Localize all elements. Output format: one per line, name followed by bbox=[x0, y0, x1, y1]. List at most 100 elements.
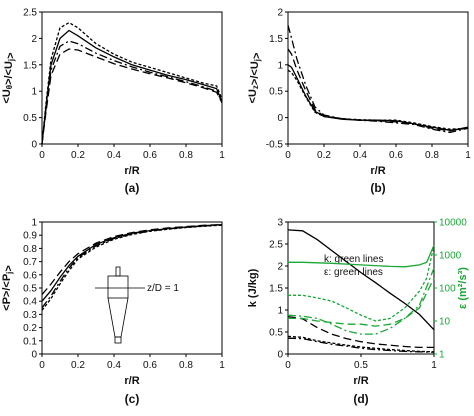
y-tick-label: 0.5 bbox=[23, 113, 37, 124]
series-line-long-dash bbox=[287, 48, 469, 132]
x-tick-label: 0.8 bbox=[425, 150, 439, 161]
y-tick-label: 0.3 bbox=[23, 310, 37, 321]
y-tick-label: 0.1 bbox=[23, 336, 37, 347]
series-line-long-dash-green bbox=[288, 277, 435, 327]
y-axis-label: <Uz>/<Uj> bbox=[247, 53, 263, 104]
series-line-short-dash bbox=[287, 335, 435, 353]
y-tick-label: 1 bbox=[277, 60, 283, 71]
x-tick-label: 0.2 bbox=[71, 360, 85, 371]
y-tick-label: 2 bbox=[277, 262, 283, 273]
x-tick-label: 1 bbox=[431, 360, 437, 371]
y-tick-label: 0.4 bbox=[23, 297, 37, 308]
series-line-long-dash bbox=[287, 315, 434, 349]
y2-tick-label: 1000 bbox=[439, 251, 462, 262]
y-tick-label: 0.6 bbox=[23, 270, 37, 281]
y-tick-label: 1.5 bbox=[23, 60, 37, 71]
y-tick-label: 0 bbox=[31, 350, 37, 361]
series-line-dash-dot bbox=[41, 224, 223, 309]
series-line-solid bbox=[287, 64, 469, 131]
y-tick-label: 2 bbox=[277, 8, 283, 19]
y2-tick-label: 100 bbox=[439, 284, 456, 295]
y-tick-label: -0.5 bbox=[266, 140, 284, 151]
x-axis-label: r/R bbox=[124, 375, 139, 387]
y-tick-label: 1.5 bbox=[269, 34, 283, 45]
x-tick-label: 0.5 bbox=[354, 360, 368, 371]
y-tick-label: 3 bbox=[277, 218, 283, 229]
chart-panel-a: 0 0.2 0.4 0.6 0.8 1 0 0.5 1 1.5 2 2.5 r/R <Uθ>/<Uj> (a… bbox=[1, 8, 225, 196]
x-tick-label: 0.2 bbox=[71, 150, 85, 161]
y-axis-label: <Uθ>/<Uj> bbox=[1, 52, 17, 103]
plot-frame bbox=[41, 11, 223, 145]
series-line-solid-green bbox=[288, 244, 435, 268]
x-tick-label: 1 bbox=[219, 360, 225, 371]
chart-panel-c: z/D = 1 0 0.2 0.4 0.6 0.8 1 0 0.1 0.2 0.3 0.4 0.5 0.… bbox=[1, 218, 225, 407]
x-tick-label: 0.4 bbox=[107, 360, 121, 371]
x-tick-label: 0.8 bbox=[179, 150, 193, 161]
x-tick-label: 0 bbox=[39, 360, 45, 371]
y-tick-label: 2 bbox=[31, 34, 37, 45]
plot-frame bbox=[287, 11, 469, 145]
series-line-dash-dot-green bbox=[287, 267, 435, 335]
x-tick-label: 0 bbox=[285, 360, 291, 371]
series-line-dash-dot bbox=[41, 40, 223, 145]
y2-tick-label: 1 bbox=[439, 350, 445, 361]
y-axis-label: <P>/<Pj> bbox=[1, 265, 15, 311]
y-tick-label: 2.5 bbox=[23, 8, 37, 19]
legend-text: ε: green lines bbox=[324, 267, 383, 278]
y-axis-label: k (J/kg) bbox=[247, 268, 259, 307]
x-tick-label: 0.2 bbox=[317, 150, 331, 161]
x-tick-label: 1 bbox=[219, 150, 225, 161]
y2-tick-label: 10000 bbox=[439, 218, 467, 229]
y-tick-label: 2.5 bbox=[269, 240, 283, 251]
y-tick-label: 0.5 bbox=[269, 87, 283, 98]
y-tick-label: 0.8 bbox=[23, 244, 37, 255]
chart-panel-b: 0 0.2 0.4 0.6 0.8 1-0.500.511.52r/R<Uz>/<Uj>(… bbox=[247, 8, 471, 196]
x-tick-label: 0.4 bbox=[107, 150, 121, 161]
series-line-solid bbox=[287, 229, 435, 331]
x-tick-label: 0 bbox=[39, 150, 45, 161]
y-tick-label: 0.5 bbox=[269, 328, 283, 339]
x-axis-label: r/R bbox=[370, 165, 385, 177]
series-line-long-dash bbox=[41, 223, 223, 296]
series-line-solid bbox=[41, 29, 223, 145]
x-tick-label: 0 bbox=[285, 150, 291, 161]
y-tick-label: 0.5 bbox=[23, 284, 37, 295]
series-line-short-dash bbox=[41, 21, 223, 145]
y-tick-label: 0 bbox=[31, 140, 37, 151]
panel-label: (b) bbox=[370, 181, 385, 195]
y-tick-label: 0 bbox=[277, 350, 283, 361]
chart-annotation: z/D = 1 bbox=[147, 283, 179, 294]
series-line-short-dash bbox=[287, 69, 469, 130]
x-tick-label: 0.8 bbox=[179, 360, 193, 371]
y2-axis-label: ε (m²/s³) bbox=[457, 267, 469, 309]
y-tick-label: 0 bbox=[277, 113, 283, 124]
x-tick-label: 0.6 bbox=[389, 150, 403, 161]
y-tick-label: 0.2 bbox=[23, 323, 37, 334]
x-tick-label: 1 bbox=[465, 150, 471, 161]
chart-panel-d: k: green lines ε: green lines 0 0.5 100.51… bbox=[247, 218, 469, 407]
legend-text: k: green lines bbox=[324, 254, 383, 265]
series-line-dash-dot bbox=[287, 337, 435, 353]
series-line-solid bbox=[41, 223, 223, 302]
series-line-short-dash bbox=[41, 224, 223, 311]
y-tick-label: 0.9 bbox=[23, 231, 37, 242]
series-line-short-dash-green bbox=[288, 244, 435, 322]
series-line-long-dash bbox=[41, 48, 223, 145]
panel-label: (d) bbox=[353, 392, 368, 406]
panel-label: (c) bbox=[125, 392, 140, 406]
y-tick-label: 1.5 bbox=[269, 284, 283, 295]
x-tick-label: 0.6 bbox=[143, 150, 157, 161]
y-tick-label: 1 bbox=[31, 218, 37, 229]
panel-label: (a) bbox=[125, 181, 140, 195]
y-tick-label: 1 bbox=[31, 87, 37, 98]
y-tick-label: 1 bbox=[277, 306, 283, 317]
x-axis-label: r/R bbox=[124, 165, 139, 177]
x-tick-label: 0.6 bbox=[143, 360, 157, 371]
x-axis-label: r/R bbox=[353, 375, 368, 387]
y2-tick-label: 10 bbox=[439, 317, 451, 328]
series-line-dash-dot bbox=[287, 25, 469, 134]
cyclone-sketch-icon bbox=[95, 266, 145, 344]
y-tick-label: 0.7 bbox=[23, 257, 37, 268]
x-tick-label: 0.4 bbox=[353, 150, 367, 161]
